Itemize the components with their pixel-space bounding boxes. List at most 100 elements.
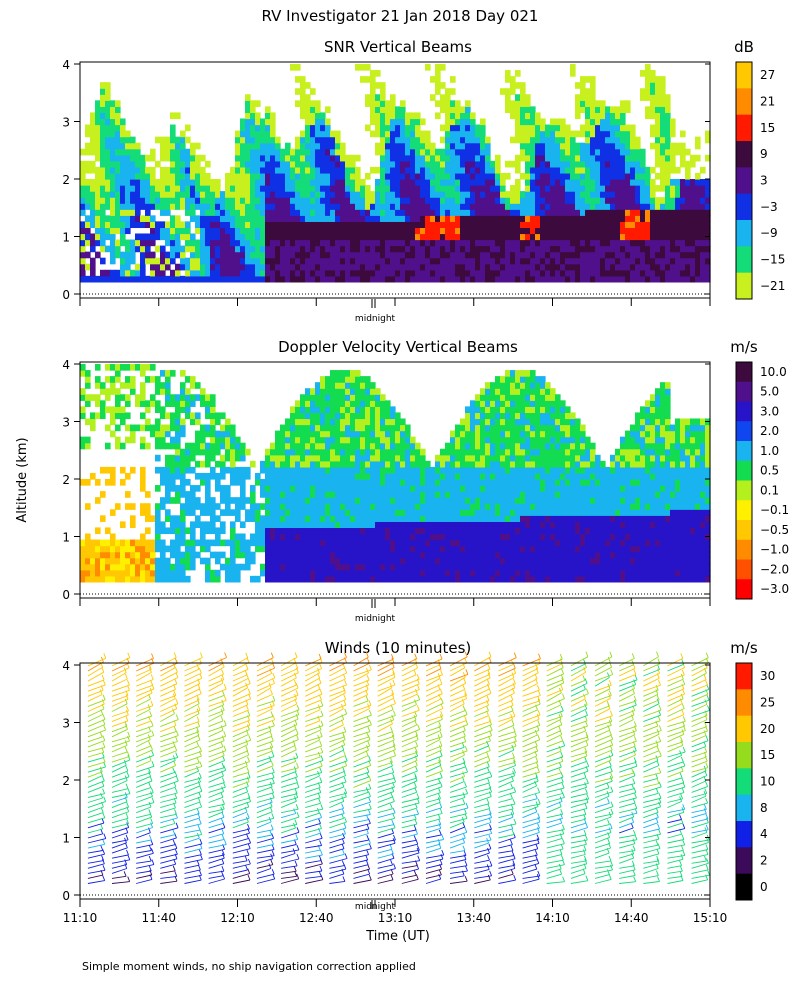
- snr-cell: [510, 263, 516, 271]
- snr-cell: [470, 172, 476, 180]
- snr-cell: [635, 257, 641, 265]
- doppler-cell: [195, 551, 201, 559]
- snr-cell: [245, 94, 251, 101]
- snr-cell: [635, 221, 641, 229]
- doppler-cell: [145, 509, 151, 516]
- snr-cell: [355, 185, 361, 192]
- snr-cell: [145, 166, 151, 174]
- doppler-cell: [270, 527, 276, 535]
- snr-cell: [465, 263, 471, 271]
- snr-cell: [605, 148, 611, 156]
- snr-cell: [495, 209, 501, 216]
- snr-cell: [560, 148, 566, 156]
- snr-cell: [160, 221, 166, 229]
- snr-cell: [420, 257, 426, 265]
- snr-cell: [530, 148, 536, 156]
- doppler-cell: [365, 454, 371, 462]
- snr-cell: [700, 269, 706, 277]
- doppler-cell: [345, 569, 351, 577]
- doppler-cell: [240, 485, 246, 492]
- snr-cell: [605, 227, 611, 235]
- snr-cell: [630, 166, 636, 174]
- snr-cell: [295, 179, 301, 186]
- snr-cell: [215, 251, 221, 259]
- snr-cell: [335, 203, 341, 210]
- doppler-cell: [335, 575, 341, 583]
- snr-cell: [310, 136, 316, 144]
- snr-cell: [705, 215, 711, 222]
- snr-cell: [430, 94, 436, 101]
- snr-cell: [325, 257, 331, 265]
- snr-cell: [625, 203, 631, 210]
- doppler-cell: [255, 521, 261, 529]
- doppler-cell: [230, 557, 236, 565]
- snr-cell: [435, 148, 441, 156]
- doppler-cell: [305, 394, 311, 401]
- doppler-cell: [195, 539, 201, 547]
- doppler-cell: [415, 575, 421, 583]
- snr-cell: [655, 172, 661, 180]
- snr-cell: [470, 251, 476, 259]
- snr-cell: [495, 257, 501, 265]
- snr-cell: [245, 100, 251, 107]
- snr-cell: [615, 263, 621, 271]
- snr-cell: [645, 209, 651, 216]
- snr-cell: [570, 130, 576, 138]
- snr-cell: [300, 136, 306, 144]
- doppler-cell: [385, 515, 391, 522]
- snr-cell: [310, 245, 316, 253]
- doppler-cell: [370, 406, 376, 414]
- snr-cell: [585, 239, 591, 247]
- doppler-cell: [295, 557, 301, 565]
- snr-cell: [565, 227, 571, 235]
- snr-cell: [345, 269, 351, 277]
- doppler-cell: [295, 418, 301, 426]
- snr-cell: [520, 82, 526, 89]
- snr-cell: [395, 209, 401, 216]
- snr-cell: [560, 269, 566, 277]
- snr-cell: [310, 191, 316, 198]
- doppler-cell: [355, 569, 361, 577]
- snr-cell: [330, 263, 336, 271]
- snr-cell: [585, 154, 591, 162]
- doppler-cell: [165, 472, 171, 480]
- snr-cell: [620, 172, 626, 180]
- doppler-cell: [270, 539, 276, 547]
- snr-cell: [530, 154, 536, 162]
- doppler-cell: [255, 575, 261, 583]
- doppler-cell: [240, 466, 246, 474]
- doppler-cell: [225, 503, 231, 510]
- snr-cell: [620, 239, 626, 247]
- snr-cell: [655, 221, 661, 229]
- snr-cell: [375, 275, 381, 283]
- snr-cell: [680, 130, 686, 138]
- snr-cell: [510, 106, 516, 114]
- snr-cell: [100, 221, 106, 229]
- snr-cell: [165, 251, 171, 259]
- snr-cell: [545, 154, 551, 162]
- doppler-cell: [220, 497, 226, 504]
- snr-cell: [695, 227, 701, 235]
- snr-cell: [335, 191, 341, 198]
- doppler-cell: [370, 563, 376, 571]
- doppler-cell: [285, 545, 291, 553]
- doppler-cell: [185, 491, 191, 498]
- doppler-cell: [315, 551, 321, 559]
- snr-cell: [525, 185, 531, 192]
- snr-cell: [590, 275, 596, 283]
- snr-cell: [260, 197, 266, 204]
- snr-cell: [320, 221, 326, 229]
- snr-cell: [230, 179, 236, 186]
- snr-cell: [320, 275, 326, 283]
- doppler-cell: [240, 479, 246, 486]
- snr-cell: [380, 136, 386, 144]
- snr-cell: [280, 160, 286, 168]
- snr-cell: [325, 215, 331, 222]
- snr-cell: [390, 172, 396, 180]
- doppler-cell: [310, 497, 316, 504]
- snr-cell: [105, 160, 111, 168]
- snr-cell: [470, 245, 476, 253]
- snr-cell: [530, 251, 536, 259]
- doppler-cell: [85, 436, 91, 444]
- snr-cell: [160, 148, 166, 156]
